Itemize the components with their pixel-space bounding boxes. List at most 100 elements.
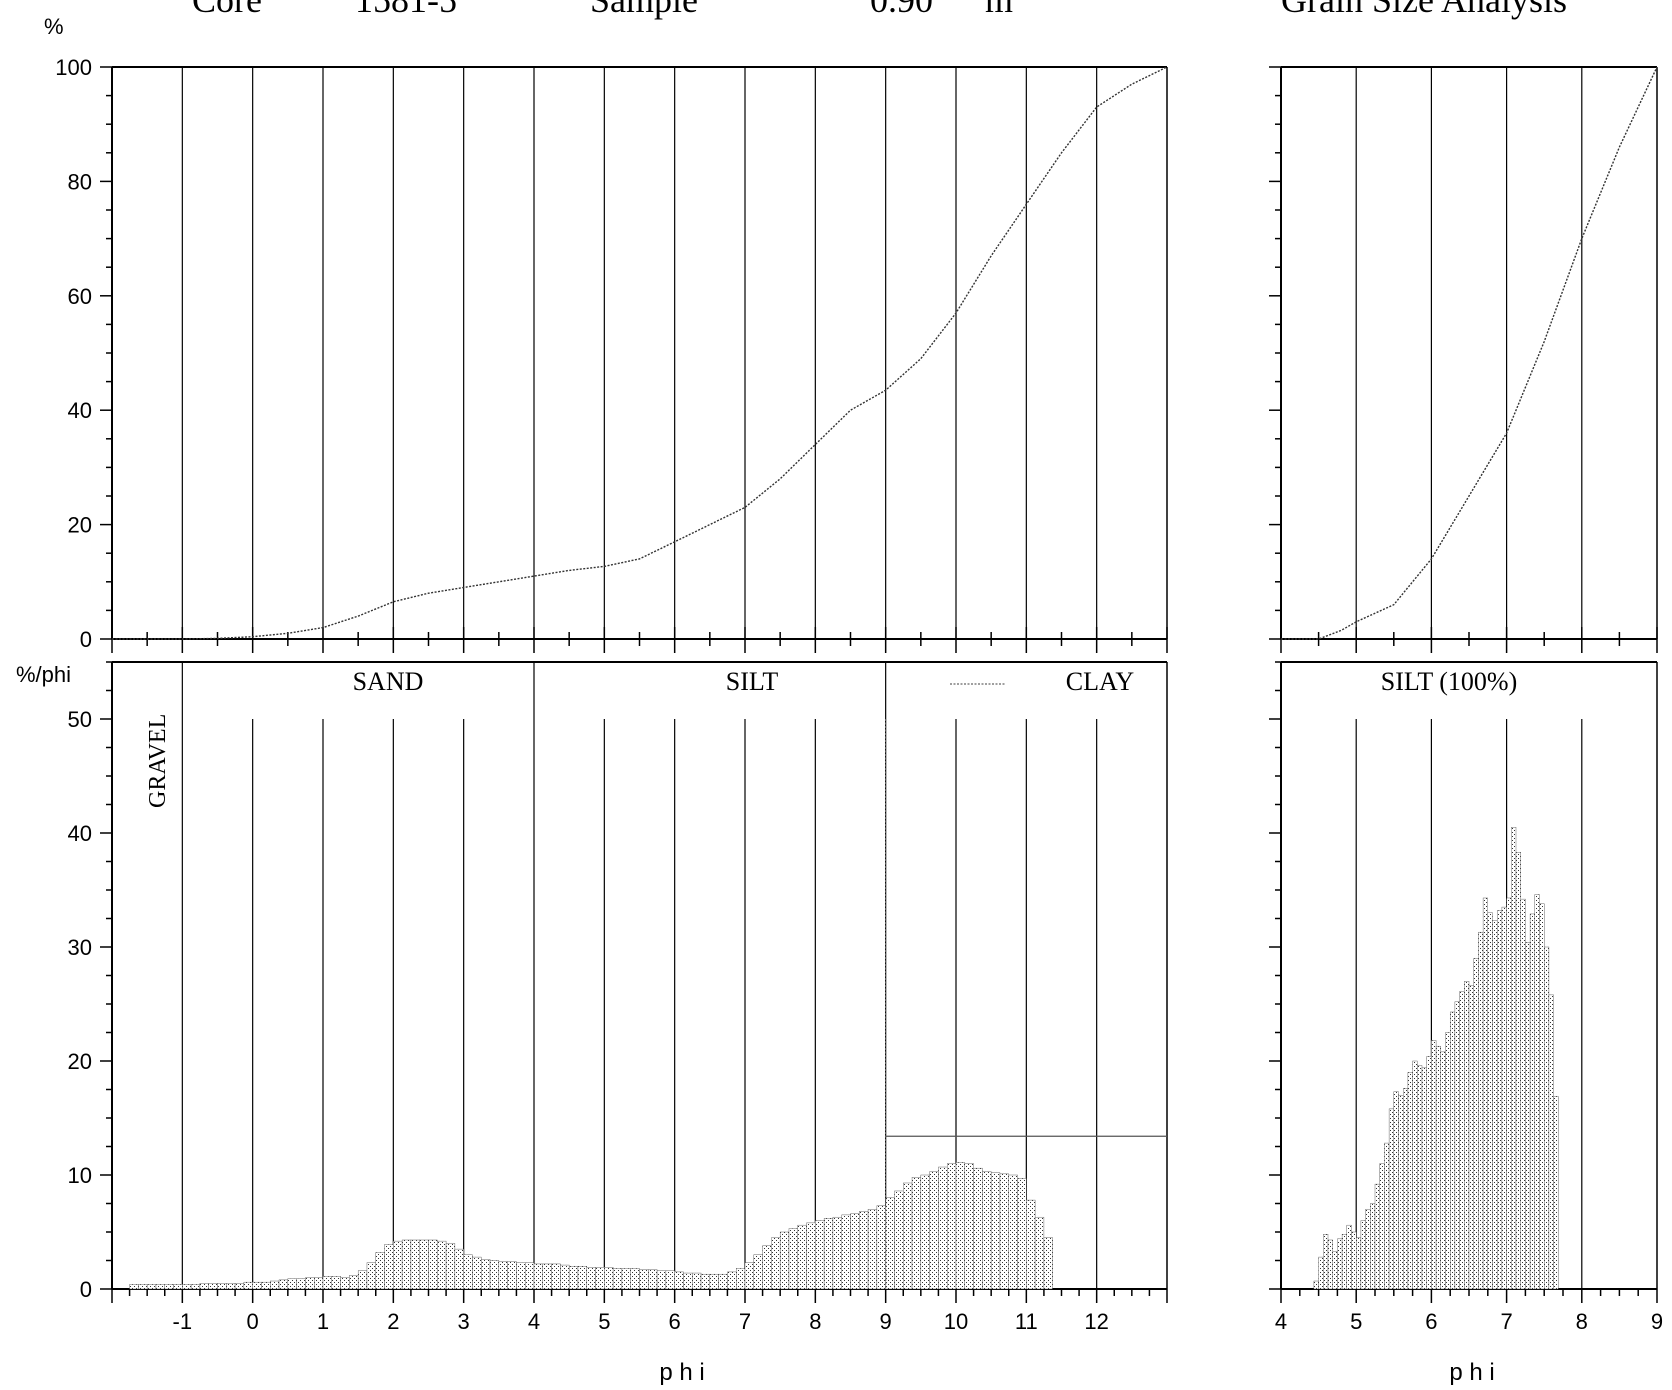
histogram-bar <box>692 1272 702 1290</box>
histogram-bar <box>639 1269 649 1290</box>
silt-histogram-bar <box>1351 1231 1357 1290</box>
histogram-bar <box>568 1265 579 1290</box>
header-core-value: 1581-5 <box>355 0 457 20</box>
histogram-bar <box>648 1269 658 1290</box>
silt-histogram-bar <box>1548 994 1554 1290</box>
silt-histogram-bar <box>1379 1163 1385 1290</box>
silt-histogram-bar <box>1501 906 1507 1290</box>
histogram-bar <box>208 1283 218 1290</box>
histogram-bar <box>736 1268 746 1290</box>
histogram-bar <box>498 1261 508 1290</box>
header-core-label: Core <box>192 0 262 20</box>
histogram-bar <box>990 1172 1001 1290</box>
histogram-bar <box>375 1252 385 1290</box>
histogram-bar <box>278 1279 289 1290</box>
histogram-bar <box>366 1262 376 1290</box>
histogram-bar <box>349 1275 359 1290</box>
silt-histogram-bar <box>1435 1045 1441 1290</box>
silt-histogram-bar <box>1393 1091 1399 1290</box>
histogram-bar <box>876 1205 886 1290</box>
silt-histogram-bar <box>1398 1094 1404 1290</box>
cumulative-y-tick-label: 60 <box>68 284 92 309</box>
zone-silt-label: SILT <box>726 667 779 696</box>
silt-histogram-bar <box>1478 931 1484 1290</box>
silt-histogram-bar <box>1464 981 1470 1290</box>
histogram-bar <box>1034 1216 1045 1290</box>
silt-histogram-bar <box>1327 1239 1333 1290</box>
silt-histogram-x-tick-label: 8 <box>1576 1309 1588 1334</box>
silt-histogram-bar <box>1520 898 1526 1290</box>
silt-histogram-bar <box>1365 1208 1371 1290</box>
histogram-bar <box>533 1263 543 1290</box>
silt-histogram-bar <box>1370 1203 1376 1290</box>
histogram-bar <box>305 1277 315 1290</box>
histogram-bar <box>947 1163 957 1290</box>
zone-clay-label: CLAY <box>1066 667 1135 696</box>
histogram-bar <box>709 1273 719 1290</box>
silt-histogram-bar <box>1487 912 1493 1290</box>
histogram-bar <box>771 1237 781 1290</box>
histogram-bar <box>445 1243 456 1290</box>
histogram-bar <box>155 1284 165 1290</box>
histogram-bar <box>612 1268 623 1290</box>
histogram-bar <box>314 1277 324 1290</box>
histogram-bar <box>903 1182 913 1290</box>
histogram-x-tick-label: 6 <box>669 1309 681 1334</box>
histogram-bar <box>551 1263 561 1290</box>
histogram-bar <box>674 1271 684 1290</box>
histogram-x-tick-label: 5 <box>598 1309 610 1334</box>
zone-sand-label: SAND <box>353 667 424 696</box>
histogram-y-tick-label: 10 <box>68 1163 92 1188</box>
histogram-bar <box>911 1177 922 1290</box>
histogram-bar <box>841 1214 851 1290</box>
silt-histogram-bar <box>1426 1056 1432 1290</box>
histogram-bar <box>146 1284 157 1290</box>
histogram-bar <box>1043 1237 1053 1290</box>
histogram-x-tick-label: 10 <box>944 1309 968 1334</box>
histogram-bar <box>894 1190 904 1290</box>
silt-histogram-bar <box>1553 1096 1559 1290</box>
silt-histogram-title: SILT (100%) <box>1381 667 1518 696</box>
silt-histogram-x-tick-label: 6 <box>1425 1309 1437 1334</box>
header-sample-label: Sample <box>590 0 698 20</box>
cumulative-y-tick-label: 40 <box>68 398 92 423</box>
histogram-bar <box>964 1163 974 1290</box>
histogram-bar <box>401 1239 412 1290</box>
histogram-bar <box>1026 1199 1036 1290</box>
silt-histogram-bar <box>1318 1256 1324 1290</box>
histogram-x-tick-label: -1 <box>173 1309 193 1334</box>
silt-histogram-bar <box>1468 985 1474 1290</box>
histogram-y-tick-label: 40 <box>68 821 92 846</box>
histogram-bar <box>226 1283 236 1290</box>
silt-histogram-x-tick-label: 5 <box>1350 1309 1362 1334</box>
histogram-x-tick-label: 7 <box>739 1309 751 1334</box>
histogram-bar <box>700 1273 711 1290</box>
histogram-bar <box>806 1222 816 1290</box>
silt-histogram-bar <box>1346 1224 1352 1290</box>
header-title: Grain Size Analysis <box>1281 0 1567 20</box>
histogram-bar <box>138 1284 148 1290</box>
silt-histogram-bar <box>1388 1108 1394 1290</box>
histogram-bar <box>595 1267 605 1290</box>
cumulative-y-tick-label: 100 <box>55 55 92 80</box>
histogram-bar <box>507 1261 517 1290</box>
histogram-y-tick-label: 50 <box>68 707 92 732</box>
histogram-bar <box>859 1211 869 1290</box>
histogram-bar <box>665 1270 675 1290</box>
histogram-bar <box>630 1268 640 1290</box>
silt-histogram-bar <box>1431 1040 1437 1290</box>
histogram-bar <box>867 1208 878 1290</box>
histogram-bar <box>621 1268 631 1290</box>
silt-histogram-bar <box>1355 1237 1362 1290</box>
histogram-bar <box>718 1273 728 1290</box>
histogram-bar <box>463 1254 473 1290</box>
histogram-bar <box>261 1281 271 1290</box>
silt-histogram-bar <box>1374 1183 1380 1290</box>
header-sample-unit: m <box>985 0 1013 20</box>
histogram-bar <box>199 1283 209 1290</box>
histogram-bar <box>481 1259 491 1290</box>
histogram-bar <box>542 1263 552 1290</box>
histogram-bar <box>753 1254 763 1290</box>
